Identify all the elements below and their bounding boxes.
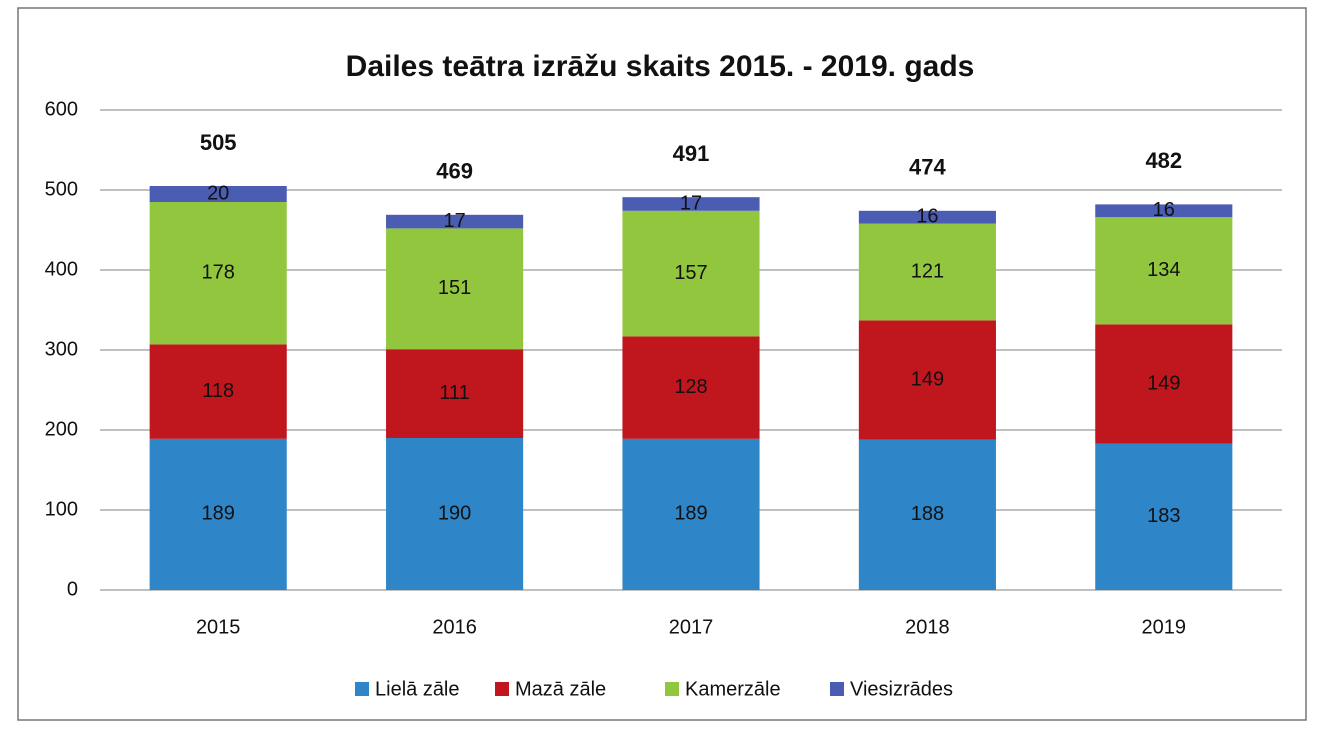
x-tick-label: 2016 [432,616,477,638]
data-label: 17 [443,210,465,232]
bar-segment [622,336,760,439]
y-tick-label: 200 [45,418,78,440]
legend-swatch [355,682,369,696]
bar-segment [858,439,996,590]
data-label: 16 [1153,199,1175,221]
bar-segment [386,438,524,590]
bar-segment [622,438,760,590]
data-label: 189 [674,503,707,525]
bar-segment [149,202,287,345]
legend-swatch [495,682,509,696]
data-label: 128 [674,376,707,398]
bar-segment [622,210,760,337]
data-label: 151 [438,277,471,299]
x-tick-label: 2018 [905,616,950,638]
bar-segment [386,228,524,350]
data-label: 183 [1147,505,1180,527]
legend-swatch [665,682,679,696]
data-label: 149 [911,368,944,390]
data-label: 118 [202,380,234,402]
legend-label: Viesizrādes [850,678,953,700]
data-label: 121 [911,260,944,282]
bar-segment [386,349,524,438]
bar-segment [858,320,996,440]
bar-segment [1095,443,1233,590]
bar-segment [1095,217,1233,325]
legend-label: Kamerzāle [685,678,781,700]
bar-segment [149,186,287,202]
data-label: 188 [911,503,944,525]
bar-segment [622,197,760,211]
total-label: 505 [200,130,237,155]
total-label: 469 [436,159,473,184]
total-label: 482 [1145,148,1182,173]
x-tick-label: 2019 [1142,616,1187,638]
legend-label: Mazā zāle [515,678,606,700]
bar-segment [149,344,287,439]
bar-segment [1095,324,1233,444]
y-tick-label: 400 [45,258,78,280]
data-label: 111 [439,382,469,404]
bar-segment [858,210,996,224]
y-tick-label: 300 [45,338,78,360]
total-label: 474 [909,155,946,180]
y-tick-label: 600 [45,98,78,120]
data-label: 178 [202,261,235,283]
x-tick-label: 2015 [196,616,241,638]
data-label: 157 [674,262,707,284]
total-label: 491 [673,141,710,166]
legend-swatch [830,682,844,696]
data-label: 17 [680,192,702,214]
bar-segment [149,438,287,590]
data-label: 20 [207,182,229,204]
bar-segment [1095,204,1233,218]
y-tick-label: 0 [67,578,78,600]
chart-title: Dailes teātra izrāžu skaits 2015. - 2019… [346,50,975,83]
data-label: 134 [1147,259,1180,281]
data-label: 190 [438,502,471,524]
bar-segment [858,223,996,321]
data-label: 149 [1147,372,1180,394]
legend-label: Lielā zāle [375,678,460,700]
x-tick-label: 2017 [669,616,714,638]
y-tick-label: 100 [45,498,78,520]
y-tick-label: 500 [45,178,78,200]
data-label: 16 [916,205,938,227]
data-label: 189 [202,503,235,525]
bar-segment [386,214,524,229]
